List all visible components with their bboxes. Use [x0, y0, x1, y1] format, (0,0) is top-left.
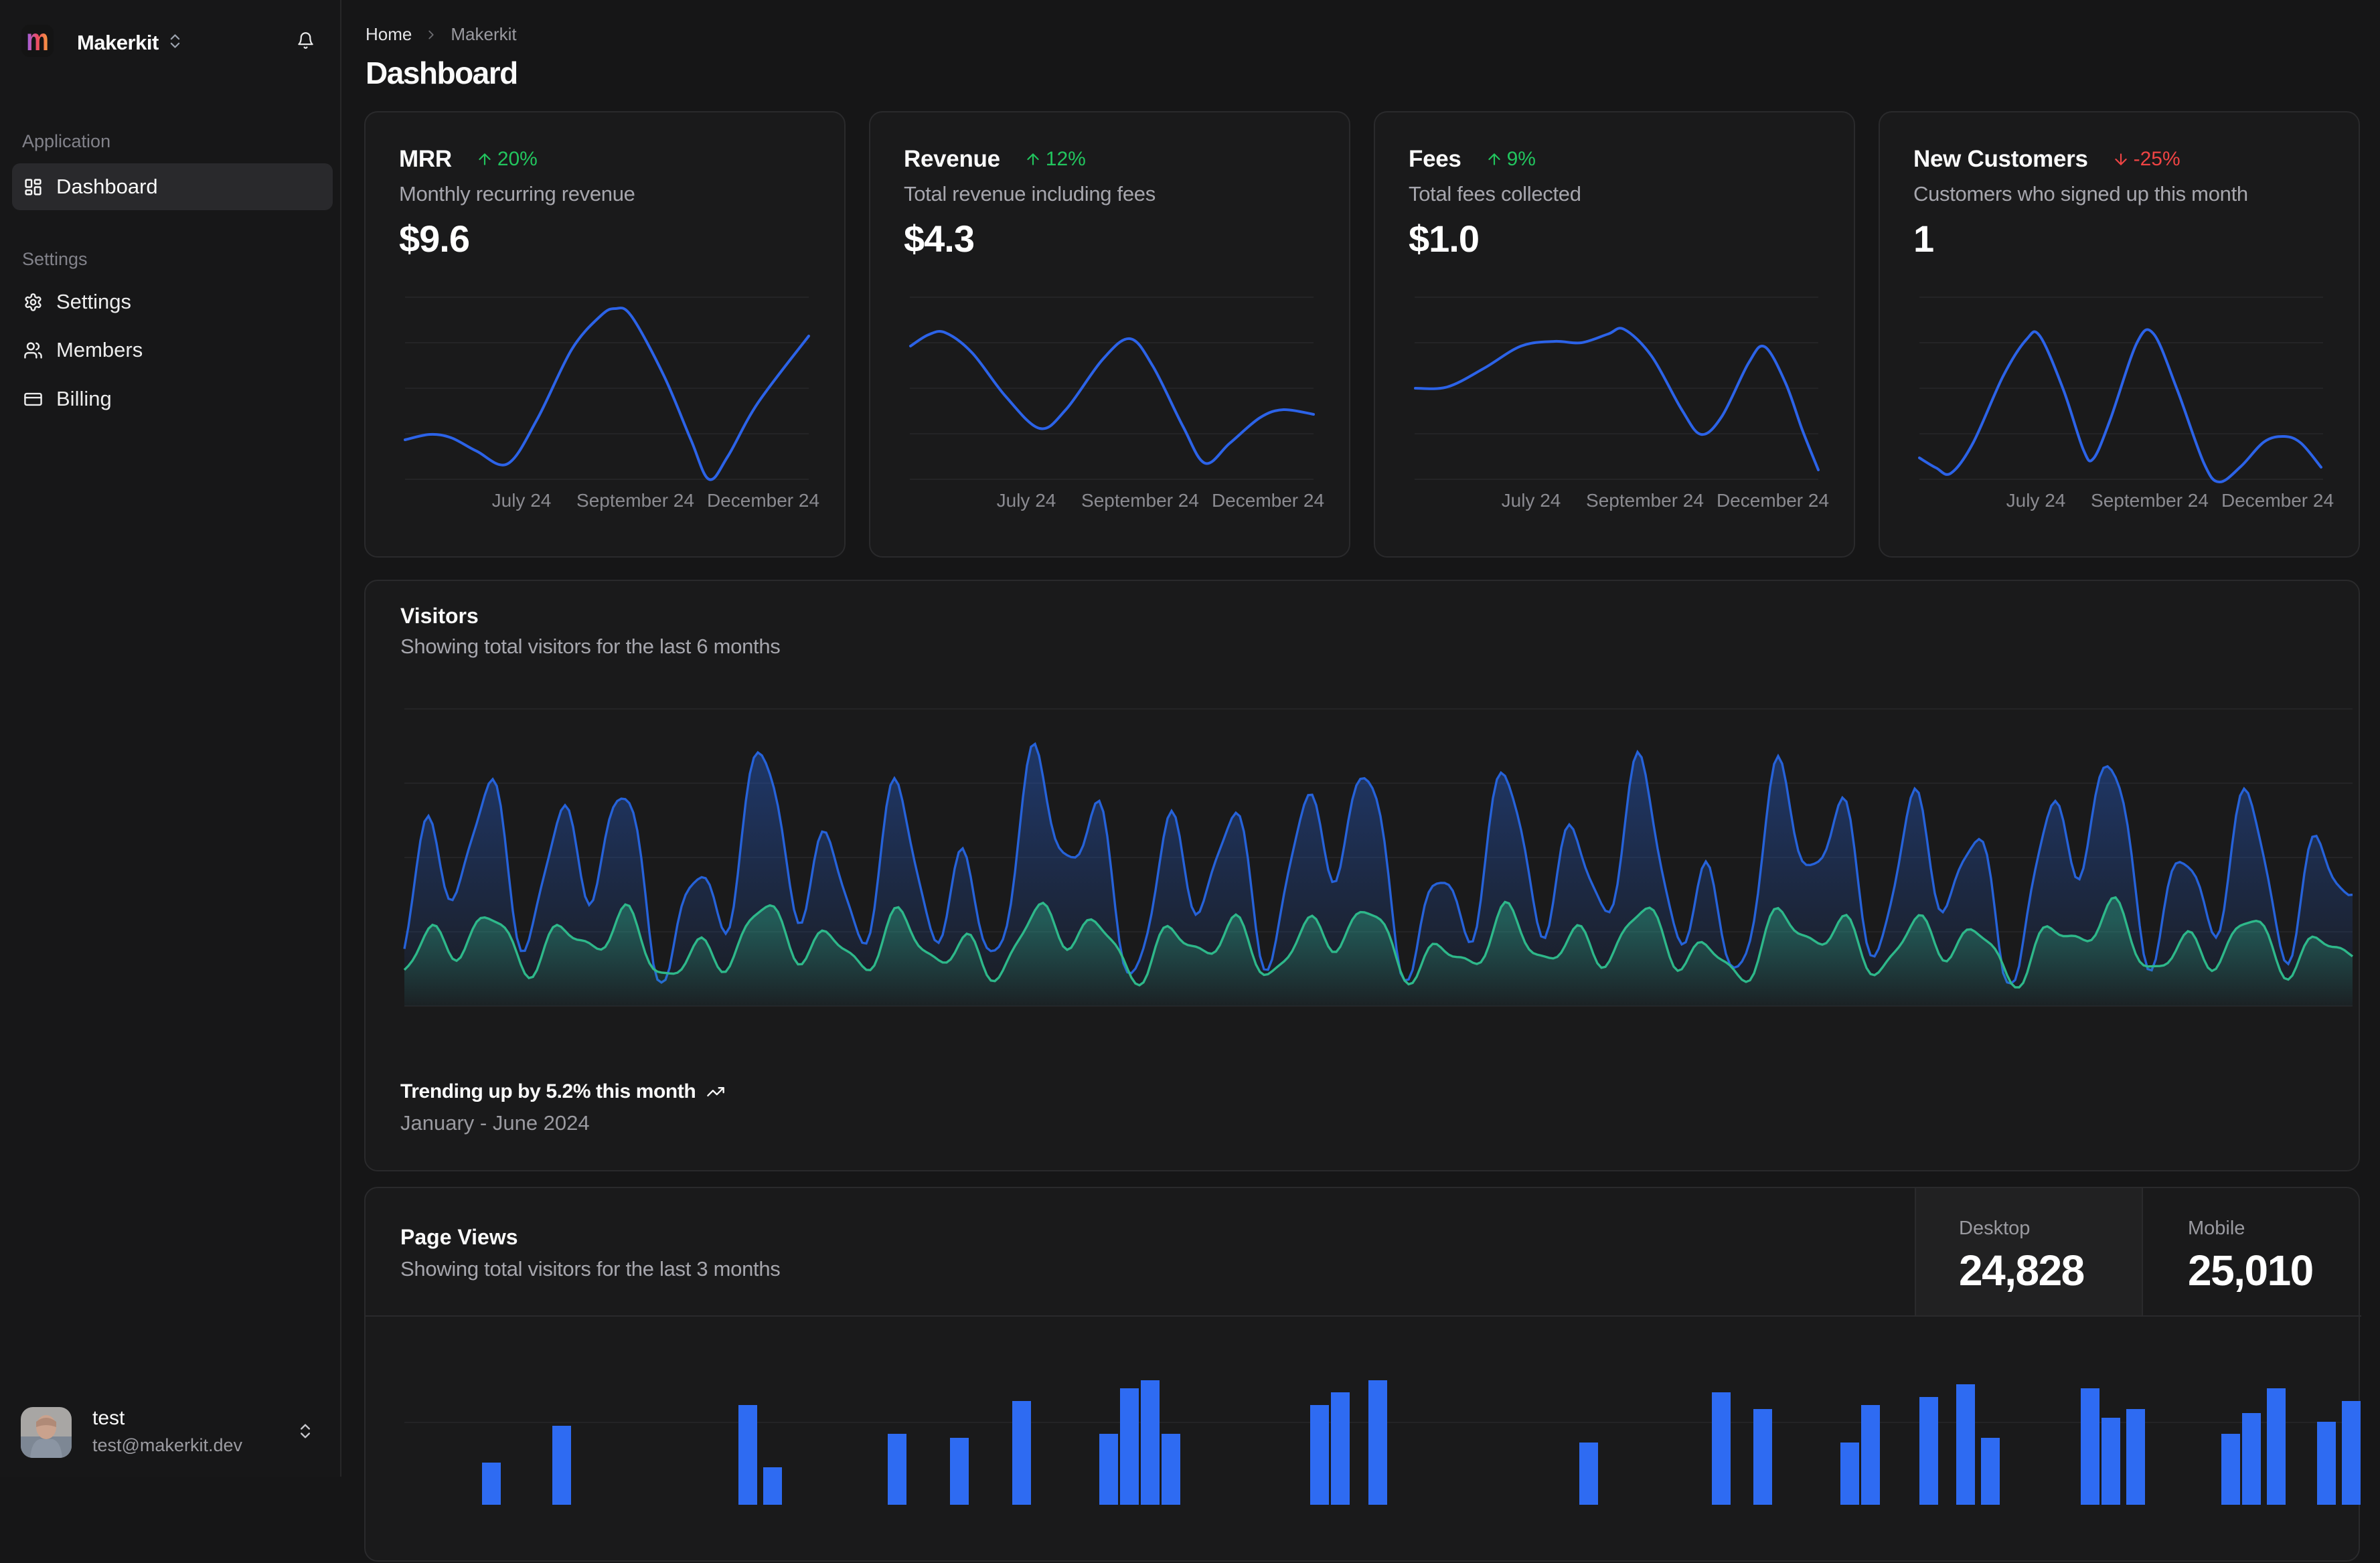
svg-text:m: m [26, 25, 49, 57]
